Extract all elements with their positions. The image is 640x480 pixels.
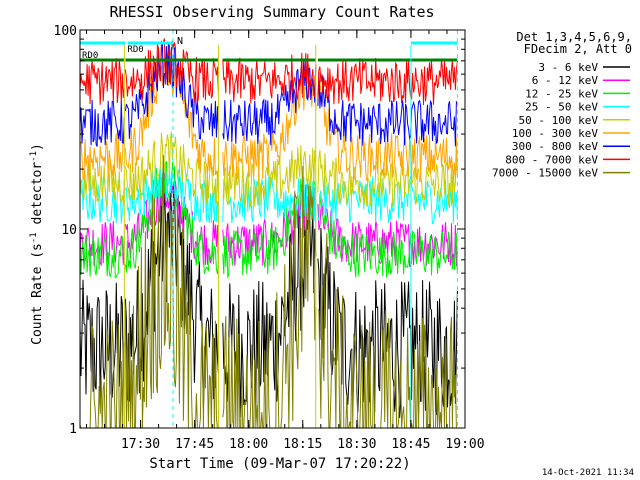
legend-label-5: 100 - 300 keV — [512, 127, 598, 140]
x-tick-label: 18:00 — [229, 437, 268, 452]
series-2-segment-3 — [317, 193, 458, 278]
x-tick-label: 19:00 — [445, 437, 484, 452]
timestamp: 14-Oct-2021 11:34 — [542, 468, 634, 478]
series-4-segment-3 — [317, 149, 458, 207]
legend-label-6: 300 - 800 keV — [512, 140, 598, 153]
series-8-segment-1 — [124, 154, 219, 429]
series-0-segment-0 — [79, 279, 125, 403]
series-4-segment-1 — [124, 131, 219, 206]
series-3-segment-3 — [317, 176, 458, 225]
x-tick-label: 18:15 — [283, 437, 322, 452]
y-tick-label: 100 — [54, 24, 77, 39]
series-7-segment-1 — [124, 38, 219, 104]
x-tick-label: 18:30 — [337, 437, 376, 452]
series-2 — [79, 161, 458, 279]
series-2-segment-0 — [79, 234, 125, 279]
series-1-segment-0 — [79, 220, 125, 267]
legend-label-8: 7000 - 15000 keV — [492, 167, 598, 180]
rd0-label-a: RD0 — [82, 51, 98, 61]
n-label: N — [177, 36, 183, 47]
series-5-segment-2 — [222, 64, 317, 180]
x-axis-label: Start Time (09-Mar-07 17:20:22) — [149, 456, 410, 472]
series-7-segment-3 — [317, 57, 458, 106]
legend-label-0: 3 - 6 keV — [538, 61, 598, 74]
annotation-layer: RD0 RD0 N — [80, 30, 458, 428]
series-7-segment-2 — [222, 52, 317, 104]
legend-header-line-2: FDecim 2, Att 0 — [524, 42, 632, 56]
series-5-segment-0 — [79, 132, 125, 181]
legend-label-3: 25 - 50 keV — [525, 101, 598, 114]
series-7 — [79, 38, 458, 106]
series-3-segment-0 — [79, 177, 125, 224]
series-6 — [79, 41, 458, 147]
legend-header-line-1: Det 1,3,4,5,6,9, — [516, 30, 632, 44]
series-4-segment-0 — [79, 160, 125, 207]
series-8-segment-2 — [222, 165, 317, 430]
y-tick-label: 1 — [69, 422, 77, 437]
series-6-segment-2 — [222, 58, 317, 146]
series-4 — [79, 131, 458, 207]
series-6-segment-3 — [317, 72, 458, 147]
series-6-segment-0 — [79, 99, 125, 147]
series-7-segment-0 — [79, 58, 125, 105]
axis-layer: 17:30 17:45 18:00 18:15 18:30 18:45 19:00 1 10 10… — [54, 24, 485, 452]
series-6-segment-1 — [124, 41, 219, 140]
legend-label-1: 6 - 12 keV — [532, 74, 599, 87]
legend-label-7: 800 - 7000 keV — [505, 153, 598, 166]
series-0-segment-3 — [317, 227, 458, 418]
y-axis-label: Count Rate (s-1 detector-1) — [29, 143, 45, 345]
series-2-segment-2 — [222, 178, 317, 279]
x-tick-label: 17:30 — [121, 437, 160, 452]
x-tick-label: 17:45 — [175, 437, 214, 452]
rd0-label-b: RD0 — [127, 45, 143, 55]
legend-label-4: 50 - 100 keV — [519, 114, 599, 127]
legend-label-2: 12 - 25 keV — [525, 87, 598, 100]
x-tick-label: 18:45 — [391, 437, 430, 452]
chart-title: RHESSI Observing Summary Count Rates — [109, 3, 434, 21]
series-4-segment-2 — [222, 145, 317, 207]
series-layer — [79, 38, 458, 430]
y-tick-label: 10 — [61, 223, 77, 238]
